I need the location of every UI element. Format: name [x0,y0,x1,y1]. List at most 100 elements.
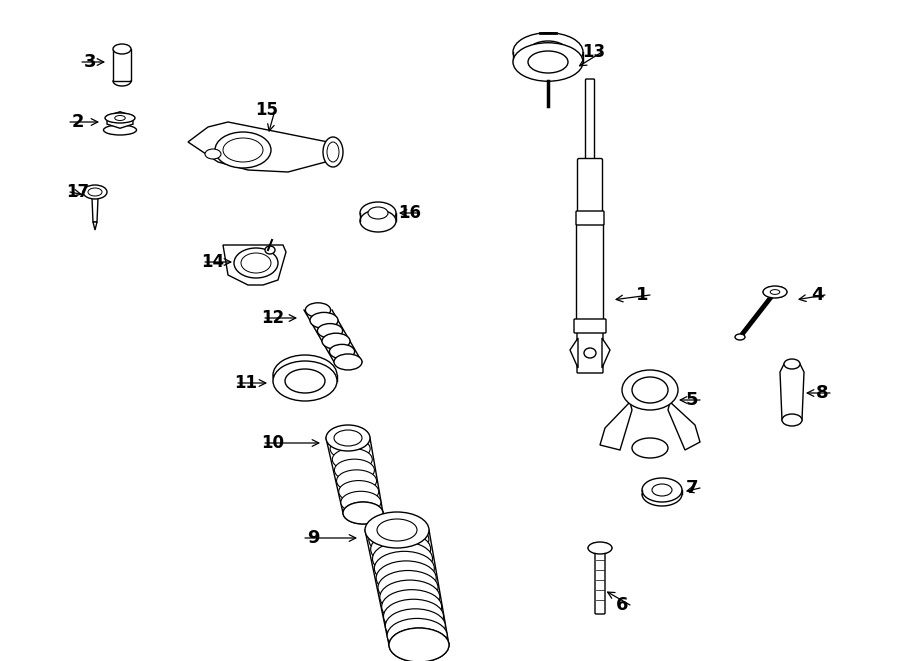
Ellipse shape [113,44,131,54]
Ellipse shape [374,551,435,586]
Ellipse shape [105,113,135,123]
Ellipse shape [88,188,102,196]
Polygon shape [600,402,632,450]
Polygon shape [223,245,286,285]
Ellipse shape [642,478,682,502]
Ellipse shape [368,207,388,219]
Ellipse shape [360,210,396,232]
Text: 10: 10 [262,434,284,452]
Ellipse shape [334,430,362,446]
Text: 11: 11 [235,374,257,392]
Ellipse shape [387,619,447,652]
Ellipse shape [735,334,745,340]
Ellipse shape [273,355,337,395]
Ellipse shape [513,43,583,81]
Ellipse shape [322,333,350,349]
Polygon shape [588,543,612,553]
Text: 8: 8 [815,384,828,402]
Polygon shape [93,222,97,230]
Ellipse shape [380,580,440,614]
Ellipse shape [241,253,271,273]
Ellipse shape [622,370,678,410]
Text: 9: 9 [307,529,320,547]
Ellipse shape [376,561,436,595]
Ellipse shape [373,542,433,576]
Ellipse shape [588,542,612,554]
Ellipse shape [389,628,449,661]
Ellipse shape [326,425,370,451]
Ellipse shape [382,590,442,624]
Ellipse shape [528,41,568,63]
Polygon shape [188,122,338,172]
Ellipse shape [632,438,668,458]
Ellipse shape [337,470,376,492]
Polygon shape [360,213,396,221]
Text: 14: 14 [202,253,225,271]
Polygon shape [780,364,804,420]
Ellipse shape [330,438,370,459]
Ellipse shape [104,125,137,135]
Polygon shape [668,402,700,450]
Ellipse shape [305,303,330,317]
Ellipse shape [205,149,221,159]
FancyBboxPatch shape [595,547,605,614]
Text: 6: 6 [616,596,628,614]
Ellipse shape [632,377,668,403]
Ellipse shape [389,628,449,661]
Ellipse shape [770,290,779,294]
Ellipse shape [383,600,444,633]
Text: 15: 15 [256,101,278,119]
Ellipse shape [584,348,596,358]
Ellipse shape [528,51,568,73]
Polygon shape [602,338,610,368]
FancyBboxPatch shape [577,223,604,325]
FancyBboxPatch shape [576,211,604,225]
Ellipse shape [782,414,802,426]
Ellipse shape [323,137,343,167]
Ellipse shape [285,363,325,387]
Ellipse shape [652,484,672,496]
Ellipse shape [369,523,428,557]
Polygon shape [570,338,578,368]
Ellipse shape [265,246,275,254]
Ellipse shape [378,570,438,605]
Polygon shape [763,287,787,297]
Ellipse shape [371,532,431,566]
Polygon shape [113,49,131,81]
Text: 5: 5 [686,391,698,409]
Ellipse shape [332,448,373,471]
Ellipse shape [329,344,355,359]
Ellipse shape [334,354,362,370]
FancyBboxPatch shape [578,159,602,217]
Text: 2: 2 [72,113,85,131]
Ellipse shape [335,459,374,481]
Polygon shape [92,198,98,222]
Polygon shape [107,112,133,128]
Ellipse shape [318,324,343,338]
Ellipse shape [310,313,338,329]
Ellipse shape [327,142,339,162]
Ellipse shape [343,502,383,524]
FancyBboxPatch shape [574,319,606,333]
Ellipse shape [343,502,383,524]
FancyBboxPatch shape [586,79,595,161]
Text: 7: 7 [686,479,698,497]
Ellipse shape [83,185,107,199]
Text: 12: 12 [261,309,284,327]
Ellipse shape [273,361,337,401]
Ellipse shape [513,33,583,71]
Ellipse shape [385,609,446,643]
Ellipse shape [784,359,800,369]
Ellipse shape [338,481,379,502]
Ellipse shape [285,369,325,393]
Text: 4: 4 [811,286,824,304]
Ellipse shape [763,286,787,298]
Text: 1: 1 [635,286,648,304]
Text: 3: 3 [84,53,96,71]
Ellipse shape [115,116,125,120]
Text: 13: 13 [582,43,606,61]
Ellipse shape [341,491,381,514]
Ellipse shape [365,512,429,548]
Text: 16: 16 [399,204,421,222]
Polygon shape [273,375,337,381]
